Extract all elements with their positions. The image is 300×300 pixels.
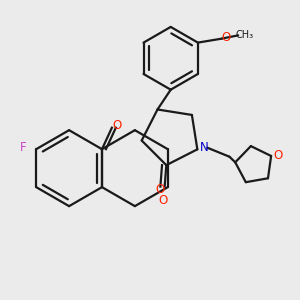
Text: O: O: [159, 194, 168, 208]
Text: F: F: [20, 141, 26, 154]
Text: O: O: [221, 32, 230, 44]
Text: N: N: [200, 141, 209, 154]
Text: O: O: [273, 149, 282, 162]
Text: O: O: [112, 118, 122, 132]
Text: O: O: [156, 183, 165, 196]
Text: CH₃: CH₃: [235, 30, 253, 40]
